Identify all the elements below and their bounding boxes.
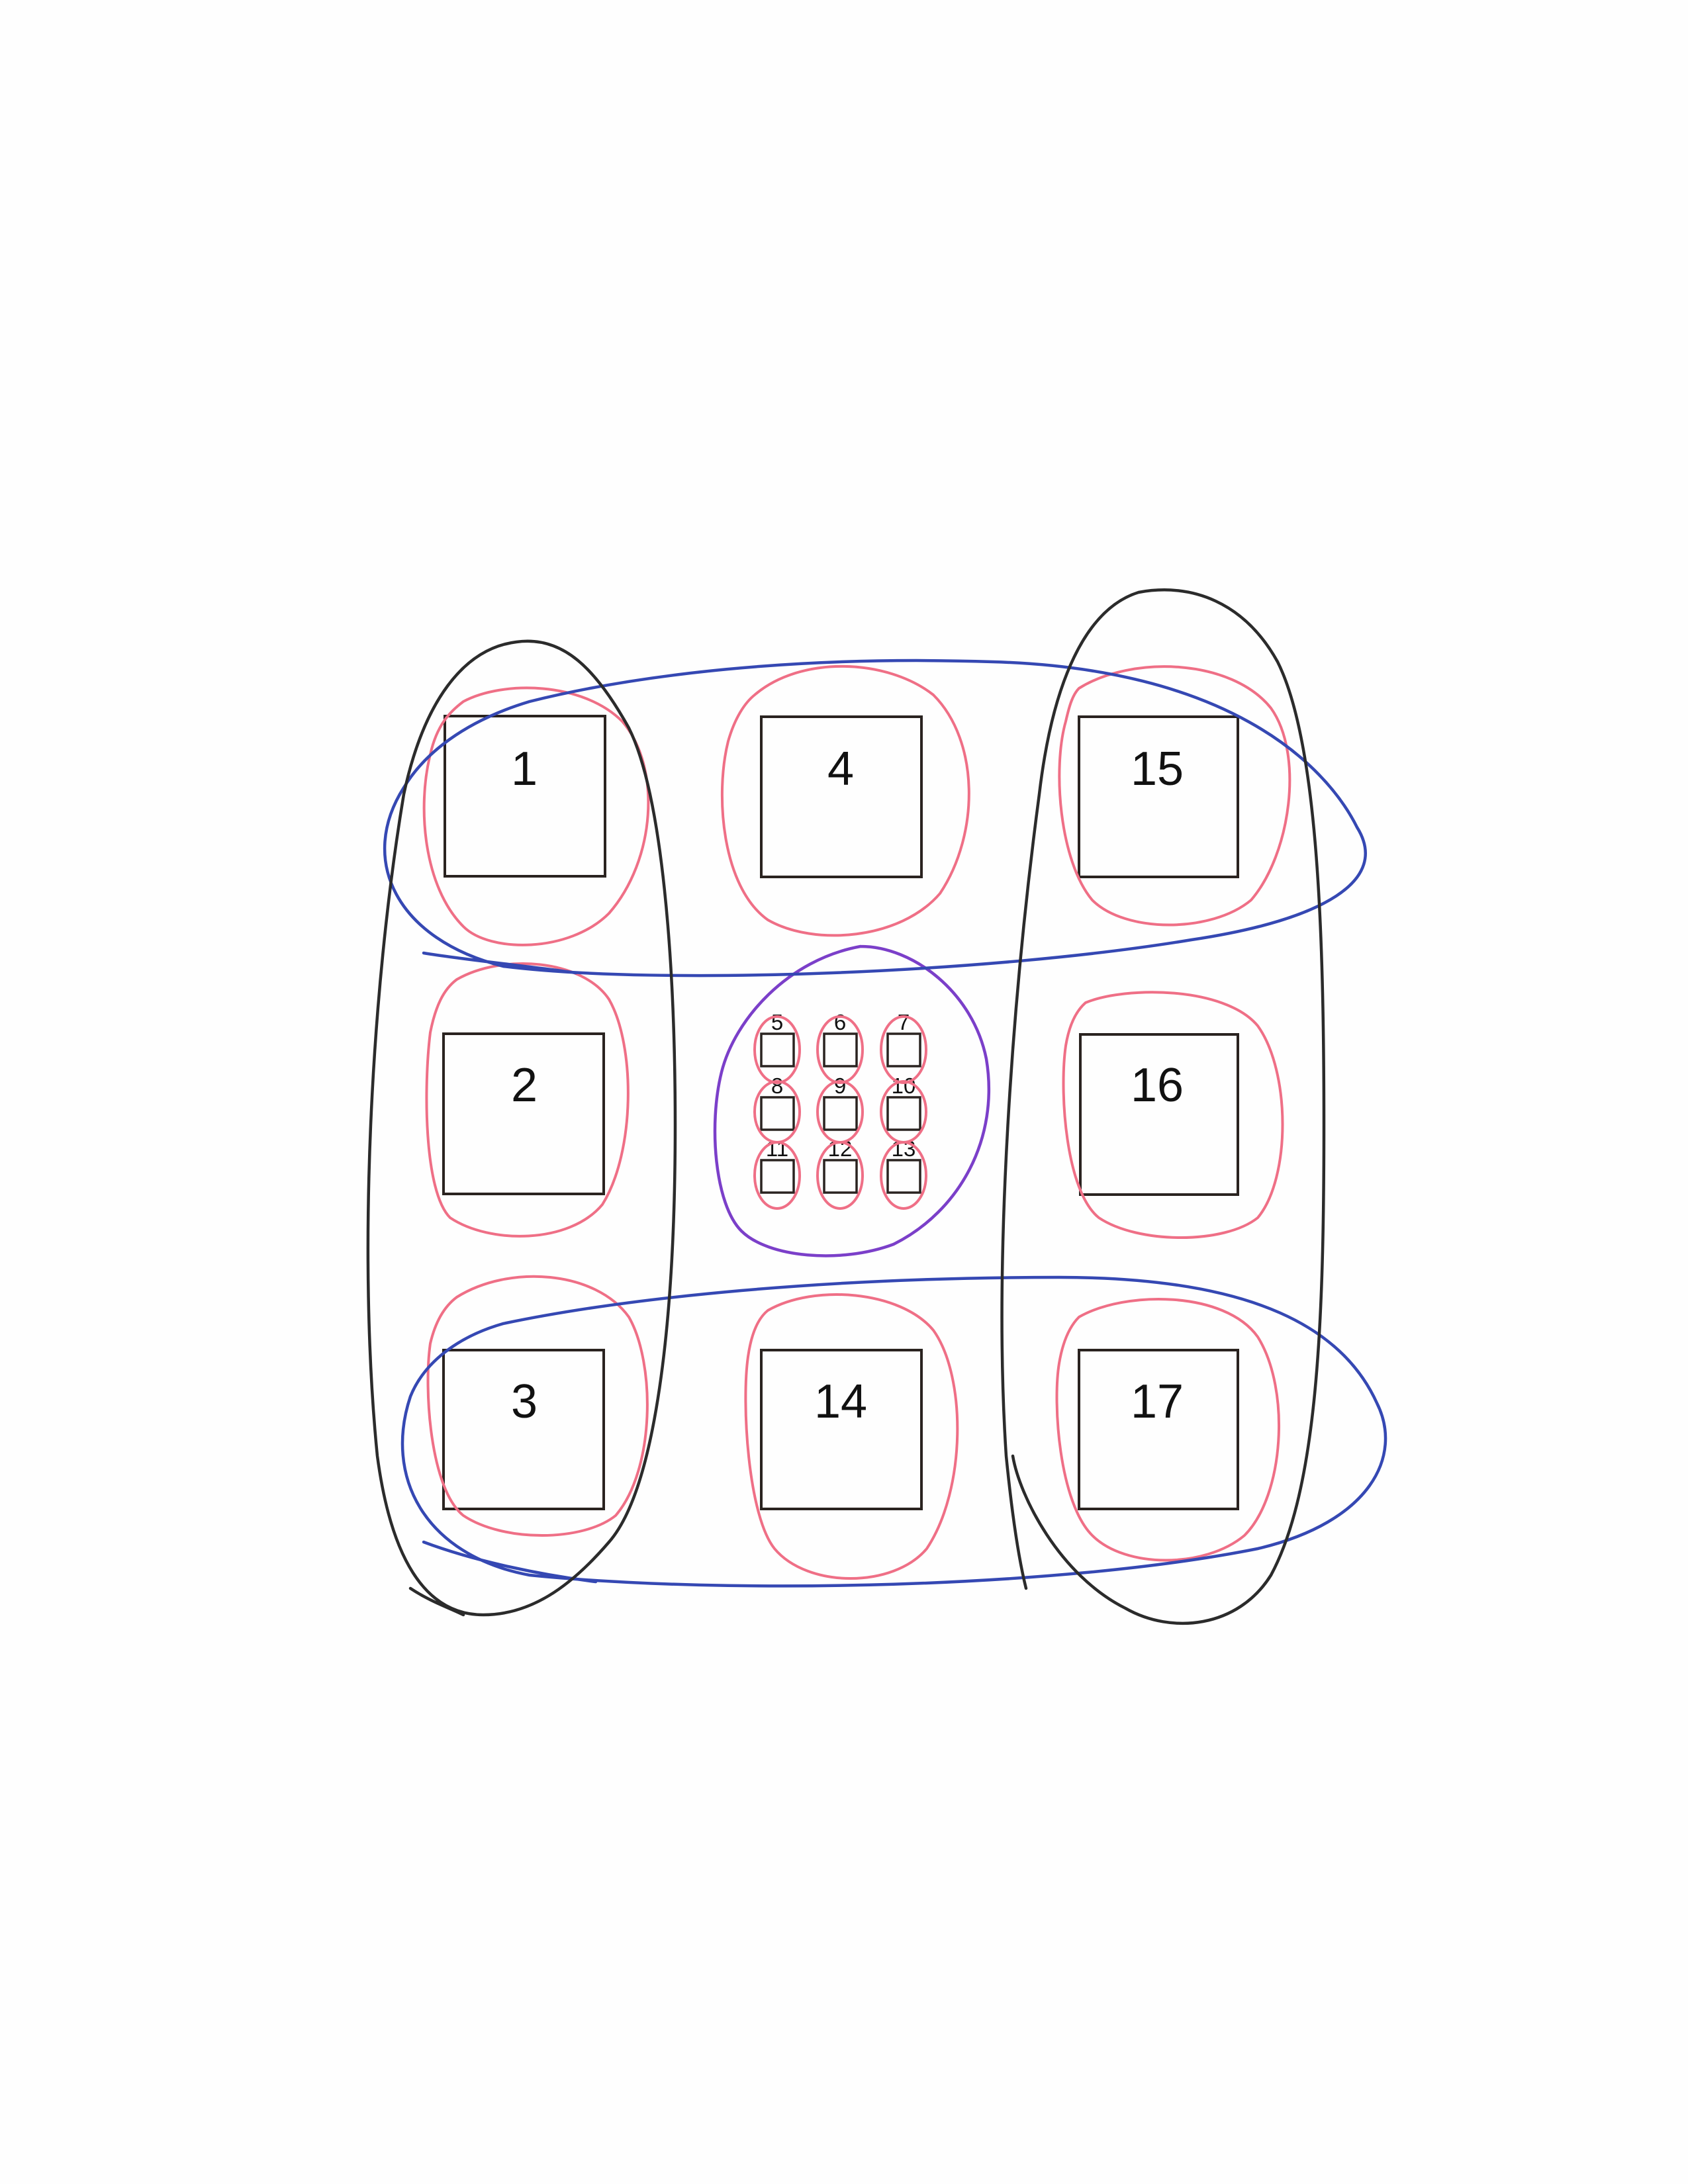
red-loop-14 [744, 1293, 959, 1580]
small-box-11 [760, 1159, 795, 1194]
small-box-group: 5 6 7 8 9 10 11 12 13 [760, 1010, 921, 1194]
red-loop-1 [422, 686, 650, 946]
small-box-9 [823, 1096, 858, 1131]
box-3 [442, 1349, 605, 1510]
red-loop-11 [753, 1141, 801, 1210]
box-15 [1078, 715, 1239, 878]
red-loop-17 [1055, 1298, 1280, 1562]
black-loop-left-column [366, 639, 677, 1617]
small-box-label-8: 8 [771, 1073, 783, 1098]
box-17 [1078, 1349, 1239, 1510]
red-loop-15 [1058, 665, 1291, 927]
small-box-6 [823, 1032, 858, 1068]
box-label-1: 1 [511, 743, 538, 796]
box-label-14: 14 [814, 1375, 867, 1428]
purple-loop [713, 944, 990, 1257]
small-box-8 [760, 1096, 795, 1131]
large-box-group: 1 4 15 2 16 3 14 17 [442, 715, 1239, 1510]
small-box-label-6: 6 [834, 1010, 846, 1034]
red-loop-3 [426, 1275, 649, 1537]
small-box-5 [760, 1032, 795, 1068]
small-box-12 [823, 1159, 858, 1194]
black-loop-right-column [1000, 588, 1326, 1625]
red-loop-2 [425, 962, 630, 1238]
red-loop-group [422, 664, 1291, 1580]
red-loop-13 [880, 1141, 927, 1210]
box-label-17: 17 [1131, 1375, 1184, 1428]
box-label-2: 2 [511, 1059, 538, 1112]
small-box-label-7: 7 [898, 1010, 910, 1034]
small-box-label-10: 10 [892, 1073, 916, 1098]
box-1 [444, 715, 606, 878]
small-box-7 [886, 1032, 921, 1068]
box-label-15: 15 [1131, 743, 1184, 796]
red-loop-4 [720, 664, 970, 937]
red-loop-16 [1062, 991, 1284, 1239]
blue-loop-top-row [383, 659, 1367, 978]
small-box-label-5: 5 [771, 1010, 783, 1034]
small-box-label-9: 9 [834, 1073, 846, 1098]
box-label-16: 16 [1131, 1059, 1184, 1112]
box-2 [442, 1032, 605, 1195]
red-loop-12 [816, 1141, 864, 1210]
box-16 [1079, 1033, 1239, 1196]
box-label-3: 3 [511, 1375, 538, 1428]
box-14 [760, 1349, 923, 1510]
small-box-10 [886, 1096, 921, 1131]
small-box-13 [886, 1159, 921, 1194]
blue-loop-bottom-row [400, 1275, 1387, 1588]
box-label-4: 4 [827, 743, 854, 796]
box-4 [760, 715, 923, 878]
